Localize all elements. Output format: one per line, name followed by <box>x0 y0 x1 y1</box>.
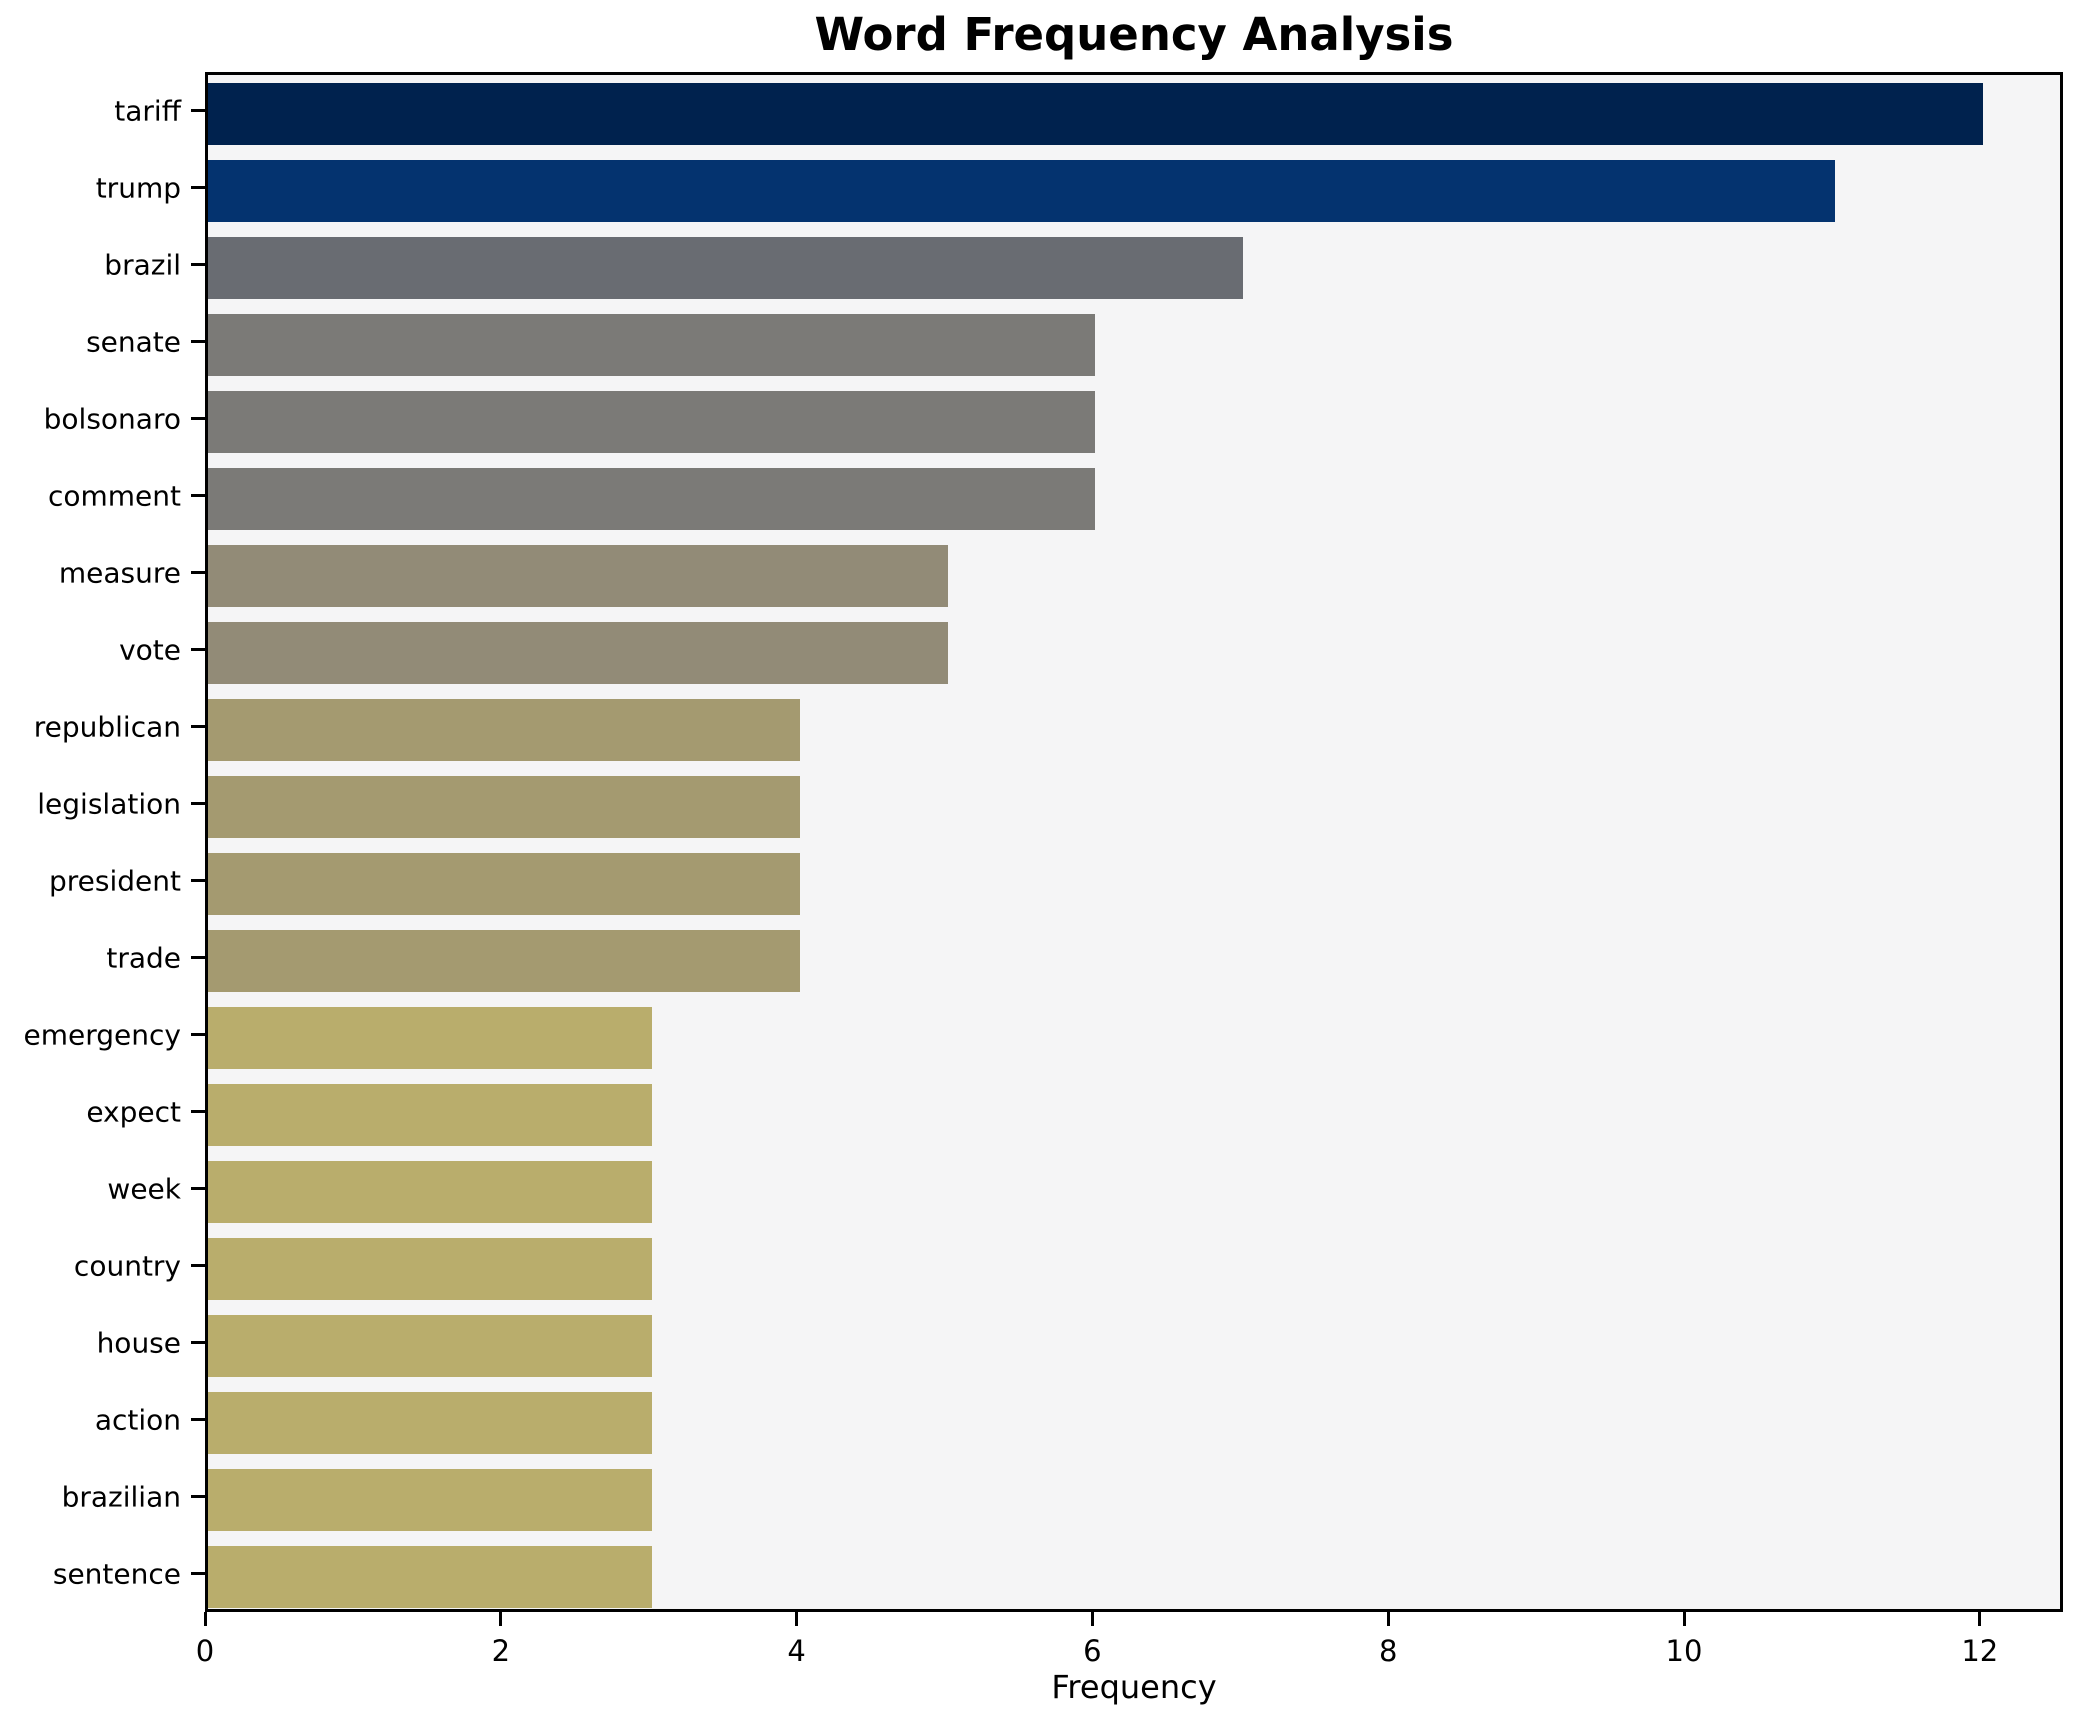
y-tick-label-trump: trump <box>95 171 181 204</box>
y-tick-mark <box>191 1110 205 1113</box>
x-tick-label-0: 0 <box>195 1634 215 1668</box>
x-tick-label-6: 6 <box>1083 1634 1102 1668</box>
y-tick-mark <box>191 1033 205 1036</box>
y-tick-mark <box>191 186 205 189</box>
y-tick-label-vote: vote <box>119 633 181 666</box>
x-tick-mark <box>1090 1612 1094 1626</box>
bar-president <box>208 852 800 915</box>
y-tick-label-house: house <box>96 1326 181 1359</box>
y-tick-mark <box>191 340 205 343</box>
x-tick-mark <box>203 1612 207 1626</box>
bar-brazil <box>208 236 1244 299</box>
y-tick-mark <box>191 648 205 651</box>
x-tick-mark <box>1682 1612 1686 1626</box>
y-tick-label-sentence: sentence <box>52 1557 181 1590</box>
y-tick-mark <box>191 263 205 266</box>
bar-measure <box>208 544 948 607</box>
y-tick-mark <box>191 494 205 497</box>
bar-comment <box>208 467 1096 530</box>
y-tick-label-president: president <box>49 864 181 897</box>
y-tick-label-trade: trade <box>106 941 181 974</box>
chart-title: Word Frequency Analysis <box>814 8 1454 61</box>
y-axis-labels: tariff trump brazil senate bolsonaro comment m… <box>0 0 205 1722</box>
y-tick-label-action: action <box>94 1403 181 1436</box>
bar-trade <box>208 929 800 992</box>
bar-senate <box>208 313 1096 376</box>
bar-house <box>208 1314 652 1377</box>
x-tick-mark <box>499 1612 503 1626</box>
y-tick-label-legislation: legislation <box>37 787 181 820</box>
y-tick-mark <box>191 802 205 805</box>
bar-emergency <box>208 1006 652 1069</box>
y-tick-mark <box>191 571 205 574</box>
bar-bolsonaro <box>208 390 1096 453</box>
y-tick-mark <box>191 1572 205 1575</box>
bar-republican <box>208 698 800 761</box>
y-tick-label-country: country <box>73 1249 181 1282</box>
bar-legislation <box>208 775 800 838</box>
y-tick-mark <box>191 725 205 728</box>
bar-sentence <box>208 1545 652 1608</box>
bar-action <box>208 1391 652 1454</box>
y-tick-mark <box>191 109 205 112</box>
plot-area <box>205 72 2063 1612</box>
x-tick-label-4: 4 <box>787 1634 806 1668</box>
y-tick-label-measure: measure <box>58 556 181 589</box>
x-tick-mark <box>1386 1612 1390 1626</box>
y-tick-label-expect: expect <box>86 1095 181 1128</box>
y-tick-mark <box>191 1418 205 1421</box>
y-tick-label-brazil: brazil <box>104 248 181 281</box>
y-tick-mark <box>191 1187 205 1190</box>
x-tick-label-12: 12 <box>1961 1634 1999 1668</box>
x-tick-mark <box>795 1612 799 1626</box>
x-axis-title: Frequency <box>1051 1668 1217 1706</box>
y-tick-mark <box>191 1264 205 1267</box>
x-tick-mark <box>1978 1612 1982 1626</box>
x-tick-label-2: 2 <box>491 1634 511 1668</box>
y-tick-label-bolsonaro: bolsonaro <box>43 402 181 435</box>
y-tick-label-comment: comment <box>47 479 181 512</box>
y-tick-label-tariff: tariff <box>114 94 181 127</box>
x-tick-label-8: 8 <box>1378 1634 1398 1668</box>
y-tick-label-republican: republican <box>33 710 181 743</box>
bar-brazilian <box>208 1468 652 1531</box>
bar-vote <box>208 621 948 684</box>
bar-week <box>208 1160 652 1223</box>
y-tick-mark <box>191 879 205 882</box>
bar-tariff <box>208 82 1983 145</box>
y-tick-label-week: week <box>107 1172 181 1205</box>
y-tick-label-brazilian: brazilian <box>61 1480 181 1513</box>
y-tick-mark <box>191 1495 205 1498</box>
bar-country <box>208 1237 652 1300</box>
bar-expect <box>208 1083 652 1146</box>
x-tick-label-10: 10 <box>1665 1634 1703 1668</box>
y-tick-label-emergency: emergency <box>23 1018 181 1051</box>
bar-trump <box>208 159 1835 222</box>
y-tick-mark <box>191 417 205 420</box>
y-tick-label-senate: senate <box>86 325 181 358</box>
y-tick-mark <box>191 956 205 959</box>
y-tick-mark <box>191 1341 205 1344</box>
